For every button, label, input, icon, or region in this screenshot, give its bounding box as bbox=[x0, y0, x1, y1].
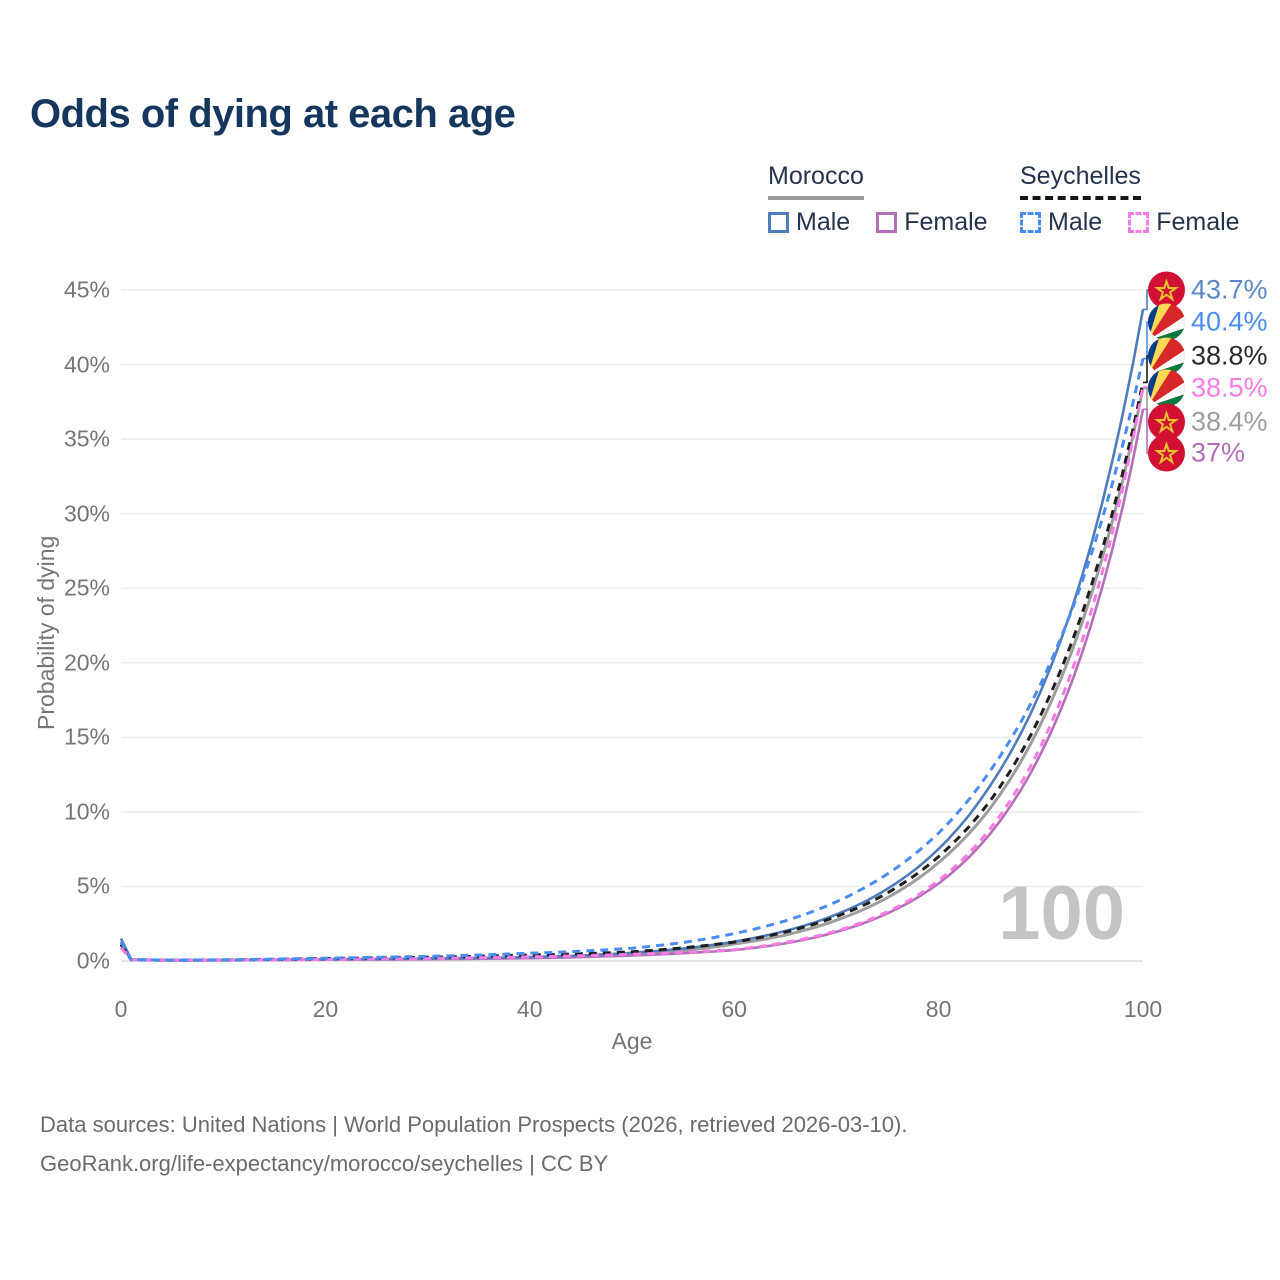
seychelles-male-swatch-icon bbox=[1020, 212, 1041, 233]
end-value-label: 40.4% bbox=[1191, 306, 1268, 337]
end-value-label: 38.8% bbox=[1191, 340, 1268, 371]
x-tick-label: 40 bbox=[517, 996, 543, 1022]
legend-header-seychelles: Seychelles bbox=[1020, 162, 1141, 200]
legend-group-morocco: Morocco Male Female bbox=[768, 162, 988, 237]
y-tick-label: 15% bbox=[63, 723, 110, 750]
series-line-seychelles-female bbox=[119, 386, 1145, 962]
morocco-flag-icon bbox=[1148, 403, 1185, 441]
legend-item-seychelles-male[interactable]: Male bbox=[1020, 208, 1102, 237]
y-tick-label: 40% bbox=[63, 351, 110, 378]
legend-item-label: Female bbox=[904, 208, 988, 236]
seychelles-flag-icon bbox=[1148, 337, 1185, 375]
legend-item-seychelles-female[interactable]: Female bbox=[1128, 208, 1240, 237]
x-tick-label: 20 bbox=[312, 996, 339, 1022]
y-axis-title: Probability of dying bbox=[33, 535, 59, 730]
page-title: Odds of dying at each age bbox=[30, 92, 516, 136]
end-label-morocco-male: 43.7% bbox=[1148, 271, 1268, 309]
y-tick-label: 45% bbox=[63, 276, 110, 303]
morocco-male-swatch-icon bbox=[768, 212, 789, 233]
data-sources-line: Data sources: United Nations | World Pop… bbox=[40, 1112, 908, 1137]
end-value-label: 38.5% bbox=[1191, 372, 1268, 403]
x-tick-label: 60 bbox=[721, 996, 747, 1022]
legend-item-label: Male bbox=[796, 208, 851, 236]
end-label-seychelles-male: 40.4% bbox=[1148, 303, 1268, 341]
morocco-flag-icon bbox=[1148, 271, 1185, 309]
end-value-label: 43.7% bbox=[1191, 274, 1268, 305]
morocco-female-swatch-icon bbox=[876, 212, 898, 233]
footer: Data sources: United Nations | World Pop… bbox=[40, 1106, 907, 1183]
legend-item-morocco-male[interactable]: Male bbox=[768, 208, 850, 237]
series-line-morocco-male bbox=[119, 309, 1145, 962]
legend-header-morocco: Morocco bbox=[768, 162, 864, 200]
end-label-morocco-female: 37% bbox=[1148, 434, 1246, 472]
end-label-seychelles-both: 38.8% bbox=[1148, 337, 1268, 375]
seychelles-flag-icon bbox=[1148, 303, 1185, 341]
legend-item-label: Male bbox=[1048, 208, 1103, 236]
legend-item-morocco-female[interactable]: Female bbox=[876, 208, 988, 237]
y-tick-label: 0% bbox=[76, 947, 110, 974]
series-line-seychelles-both bbox=[119, 382, 1145, 962]
y-tick-label: 25% bbox=[63, 574, 110, 601]
x-tick-label: 100 bbox=[1123, 996, 1163, 1022]
y-tick-label: 35% bbox=[63, 425, 110, 452]
series-line-seychelles-male bbox=[119, 358, 1145, 962]
y-tick-label: 20% bbox=[63, 649, 110, 676]
series-line-morocco-both bbox=[119, 388, 1145, 962]
y-tick-label: 5% bbox=[76, 872, 110, 899]
legend-item-label: Female bbox=[1156, 208, 1240, 236]
x-tick-label: 80 bbox=[925, 996, 952, 1022]
end-label-morocco-both: 38.4% bbox=[1148, 403, 1268, 441]
legend-group-seychelles: Seychelles Male Female bbox=[1020, 162, 1240, 237]
x-axis-title: Age bbox=[611, 1028, 653, 1054]
end-value-label: 38.4% bbox=[1191, 406, 1268, 437]
end-label-seychelles-female: 38.5% bbox=[1148, 369, 1268, 407]
seychelles-female-swatch-icon bbox=[1128, 212, 1150, 233]
morocco-flag-icon bbox=[1148, 434, 1185, 472]
y-tick-label: 30% bbox=[63, 500, 110, 527]
age-counter-watermark: 100 bbox=[998, 871, 1125, 956]
attribution-line: GeoRank.org/life-expectancy/morocco/seyc… bbox=[40, 1150, 609, 1176]
end-value-label: 37% bbox=[1191, 437, 1246, 468]
x-tick-label: 0 bbox=[114, 996, 128, 1022]
y-tick-label: 10% bbox=[63, 798, 110, 825]
seychelles-flag-icon bbox=[1148, 369, 1185, 407]
